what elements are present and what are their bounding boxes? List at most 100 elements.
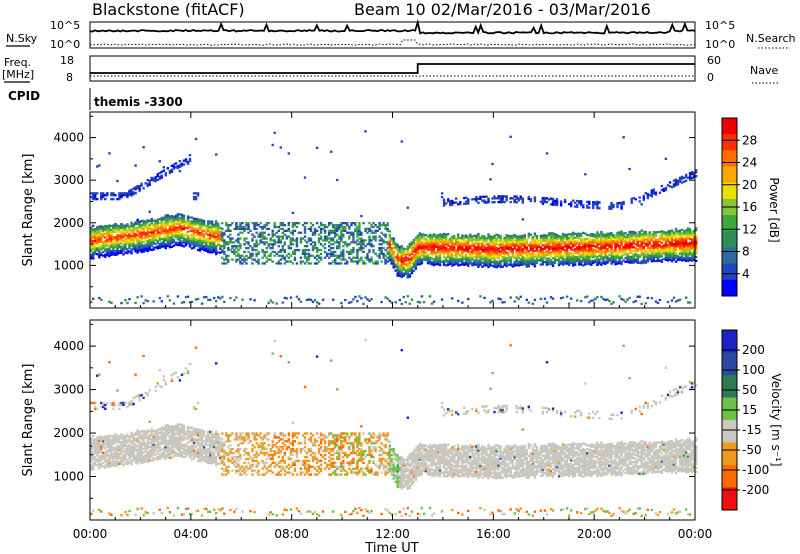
heatmap-cell <box>309 229 313 232</box>
heatmap-cell <box>130 463 133 466</box>
heatmap-cell <box>527 232 530 235</box>
heatmap-cell <box>346 245 349 248</box>
heatmap-cell <box>618 202 621 205</box>
heatmap-cell <box>92 243 95 247</box>
heatmap-cell <box>136 249 139 252</box>
heatmap-cell <box>148 219 151 223</box>
heatmap-cell <box>674 180 678 183</box>
heatmap-cell <box>136 239 139 243</box>
heatmap-cell <box>408 242 411 245</box>
heatmap-cell <box>501 248 504 251</box>
heatmap-cell <box>251 239 254 242</box>
heatmap-cell <box>380 252 383 255</box>
heatmap-cell <box>588 243 591 247</box>
heatmap-cell <box>533 255 537 258</box>
heatmap-cell <box>640 254 643 257</box>
heatmap-cell <box>586 252 589 256</box>
heatmap-cell <box>608 232 611 235</box>
heatmap-cell <box>557 263 561 267</box>
heatmap-cell <box>636 255 639 259</box>
heatmap-cell <box>501 252 504 255</box>
heatmap-cell <box>537 253 541 256</box>
heatmap-cell <box>559 235 563 238</box>
heatmap-cell <box>94 231 97 234</box>
heatmap-cell <box>626 233 629 237</box>
heatmap-cell <box>102 455 105 459</box>
heatmap-cell <box>116 462 119 465</box>
heatmap-cell <box>473 242 476 245</box>
heatmap-cell <box>495 237 498 240</box>
heatmap-cell <box>505 199 508 202</box>
heatmap-cell <box>263 237 266 240</box>
heatmap-cell <box>192 223 196 226</box>
heatmap-cell <box>180 229 184 232</box>
heatmap-cell <box>410 247 414 250</box>
heatmap-cell <box>110 224 113 228</box>
heatmap-cell <box>515 248 518 251</box>
heatmap-cell <box>430 302 434 305</box>
heatmap-cell <box>160 230 163 233</box>
heatmap-cell <box>168 169 172 173</box>
heatmap-cell <box>543 237 547 241</box>
heatmap-cell <box>154 225 157 228</box>
heatmap-cell <box>104 198 107 201</box>
heatmap-cell <box>398 249 401 252</box>
heatmap-cell <box>515 252 518 255</box>
heatmap-cell <box>404 301 407 304</box>
heatmap-cell <box>545 152 549 155</box>
heatmap-cell <box>162 166 165 169</box>
nsearch-trace <box>90 39 696 46</box>
heatmap-cell <box>388 230 391 233</box>
heatmap-cell <box>634 258 637 261</box>
heatmap-cell <box>654 233 658 236</box>
heatmap-cell <box>545 242 549 245</box>
heatmap-cell <box>134 433 137 436</box>
heatmap-cell <box>543 243 547 246</box>
heatmap-cell <box>319 231 323 234</box>
heatmap-cell <box>194 238 198 242</box>
heatmap-cell <box>380 247 383 250</box>
heatmap-cell <box>170 232 174 235</box>
heatmap-cell <box>644 261 647 264</box>
heatmap-cell <box>664 252 668 256</box>
heatmap-cell <box>416 247 420 251</box>
heatmap-cell <box>162 226 165 229</box>
heatmap-cell <box>152 441 155 444</box>
heatmap-cell <box>618 244 621 248</box>
heatmap-cell <box>98 238 101 242</box>
heatmap-cell <box>424 247 428 250</box>
heatmap-cell <box>380 300 383 304</box>
heatmap-cell <box>588 257 591 260</box>
heatmap-cell <box>198 218 202 221</box>
heatmap-cell <box>120 513 123 517</box>
heatmap-cell <box>108 253 111 256</box>
heatmap-cell <box>551 239 555 243</box>
heatmap-cell <box>553 256 557 259</box>
heatmap-cell <box>551 234 555 237</box>
heatmap-cell <box>668 249 672 252</box>
heatmap-cell <box>533 200 537 203</box>
heatmap-cell <box>150 244 153 248</box>
heatmap-cell <box>114 435 117 438</box>
heatmap-cell <box>100 253 103 257</box>
heatmap-cell <box>572 264 575 267</box>
heatmap-cell <box>567 236 571 240</box>
heatmap-cell <box>152 443 155 446</box>
heatmap-cell <box>134 455 137 458</box>
heatmap-cell <box>150 445 153 449</box>
heatmap-cell <box>106 248 109 251</box>
heatmap-cell <box>124 234 127 237</box>
heatmap-cell <box>354 241 357 244</box>
heatmap-cell <box>582 245 585 248</box>
heatmap-cell <box>237 225 240 229</box>
heatmap-cell <box>523 239 526 243</box>
heatmap-cell <box>628 230 631 233</box>
heatmap-cell <box>102 192 105 195</box>
heatmap-cell <box>321 245 325 248</box>
heatmap-cell <box>96 442 99 445</box>
heatmap-cell <box>182 159 186 162</box>
heatmap-cell <box>477 233 480 236</box>
heatmap-cell <box>156 173 159 176</box>
heatmap-cell <box>684 240 688 243</box>
